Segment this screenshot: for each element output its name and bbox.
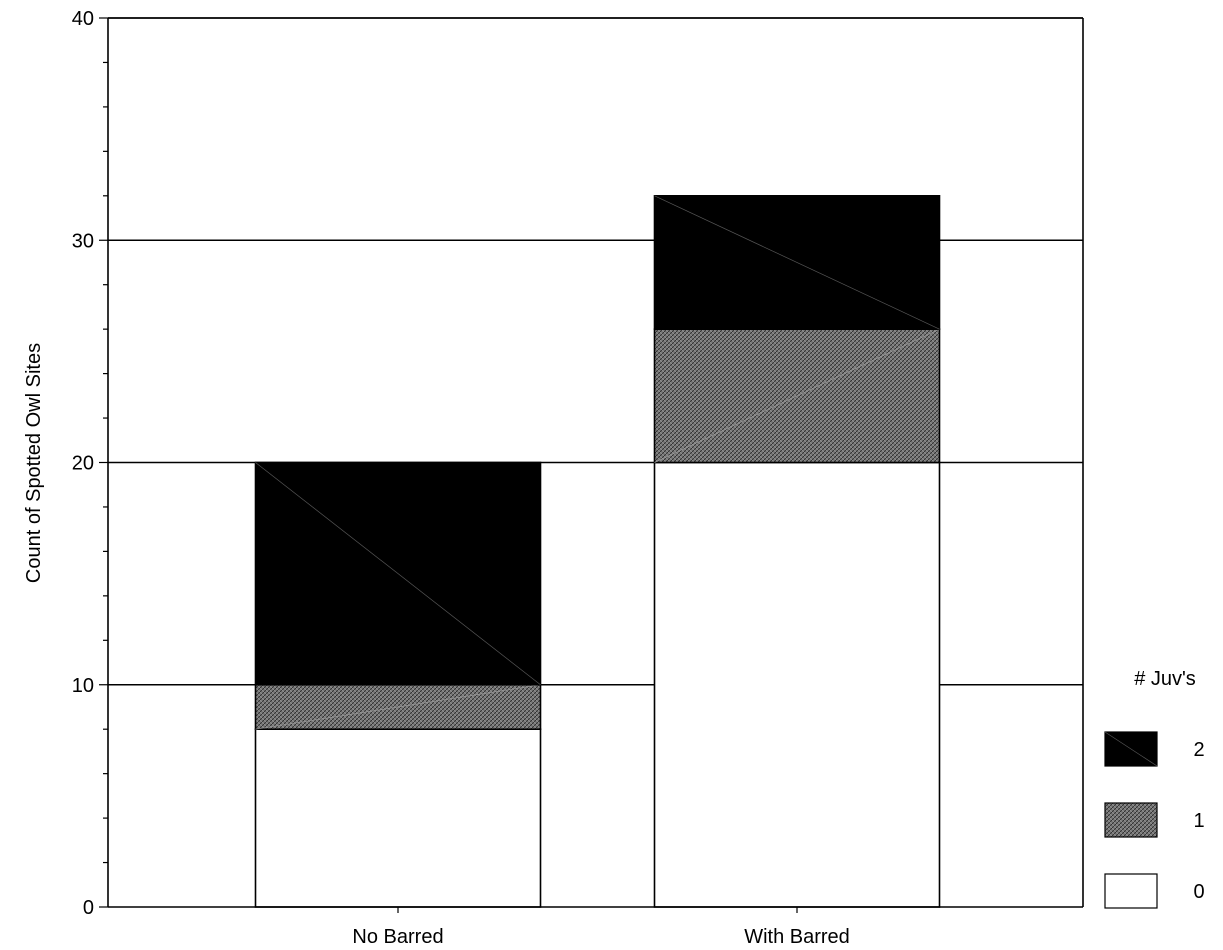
legend-label-2: 2 [1193, 739, 1204, 761]
legend-swatch-1 [1104, 802, 1158, 838]
legend-swatch-diagonal-2 [1104, 731, 1158, 767]
legend-label-0: 0 [1193, 881, 1204, 903]
bar-diagonal-1-2 [654, 195, 940, 330]
y-tick-label-0: 0 [83, 897, 94, 919]
x-tick-label-1: With Barred [744, 926, 850, 948]
bar-no-barred-juv-0 [254, 728, 542, 908]
y-tick-label-40: 40 [72, 8, 94, 30]
y-tick-label-20: 20 [72, 453, 94, 475]
legend-swatch-0 [1104, 873, 1158, 909]
legend: # Juv's 2 1 0 [1104, 668, 1205, 909]
legend-label-1: 1 [1193, 810, 1204, 832]
bar-diagonal-0-1 [255, 684, 541, 730]
legend-title: # Juv's [1134, 668, 1196, 690]
x-tick-label-0: No Barred [352, 926, 443, 948]
axes: No Barred With Barred 0 10 20 30 40 [72, 8, 1084, 948]
bar-diagonal-0-2 [255, 462, 541, 686]
y-tick-label-30: 30 [72, 230, 94, 252]
bar-diagonal-1-1 [654, 328, 940, 463]
y-axis-label: Count of Spotted Owl Sites [23, 343, 45, 583]
bar-with-barred-juv-0 [653, 461, 941, 908]
bars [254, 195, 941, 908]
y-tick-label-10: 10 [72, 675, 94, 697]
